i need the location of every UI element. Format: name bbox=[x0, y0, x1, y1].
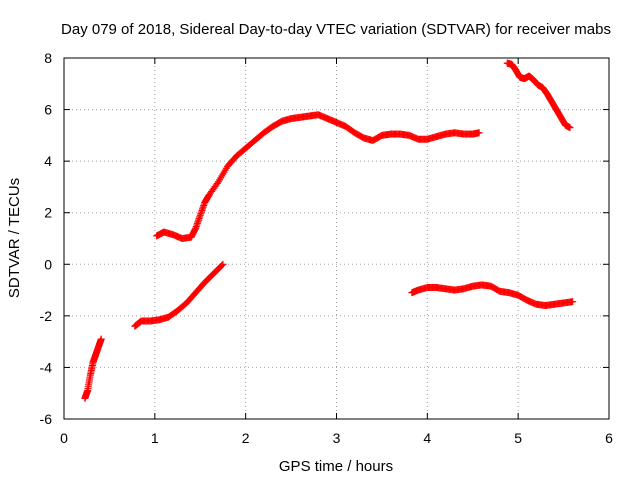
data-point bbox=[566, 124, 574, 132]
y-tick-label: 0 bbox=[44, 256, 52, 272]
series-arc-2 bbox=[131, 260, 227, 330]
series-arc-4 bbox=[408, 281, 577, 310]
series-arc-1 bbox=[81, 335, 105, 402]
y-tick-label: 4 bbox=[44, 153, 52, 169]
data-point bbox=[219, 260, 227, 268]
series-arc-3 bbox=[153, 111, 483, 242]
x-tick-label: 3 bbox=[333, 430, 341, 446]
y-tick-label: 8 bbox=[44, 50, 52, 66]
y-tick-label: -6 bbox=[40, 411, 53, 427]
x-tick-label: 1 bbox=[151, 430, 159, 446]
y-axis-ticks: -6 -4 -2 0 2 4 6 8 bbox=[40, 50, 609, 427]
y-tick-label: 6 bbox=[44, 102, 52, 118]
chart-title: Day 079 of 2018, Sidereal Day-to-day VTE… bbox=[61, 21, 611, 38]
series-arc-5 bbox=[503, 59, 574, 132]
data-point bbox=[475, 129, 483, 137]
data-point bbox=[569, 298, 577, 306]
x-axis-ticks: 0 1 2 3 4 5 6 bbox=[60, 58, 613, 446]
x-tick-label: 2 bbox=[242, 430, 250, 446]
y-axis-label: SDTVAR / TECUs bbox=[6, 178, 23, 298]
x-tick-label: 5 bbox=[514, 430, 522, 446]
data-series bbox=[81, 59, 577, 402]
x-tick-label: 0 bbox=[60, 430, 68, 446]
data-point bbox=[213, 179, 221, 187]
data-point bbox=[97, 335, 105, 343]
y-tick-label: 2 bbox=[44, 205, 52, 221]
y-tick-label: -2 bbox=[40, 308, 53, 324]
x-tick-label: 4 bbox=[423, 430, 431, 446]
grid bbox=[64, 58, 609, 419]
x-tick-label: 6 bbox=[605, 430, 613, 446]
data-point bbox=[218, 261, 226, 269]
y-tick-label: -4 bbox=[40, 359, 53, 375]
x-axis-label: GPS time / hours bbox=[279, 458, 393, 475]
